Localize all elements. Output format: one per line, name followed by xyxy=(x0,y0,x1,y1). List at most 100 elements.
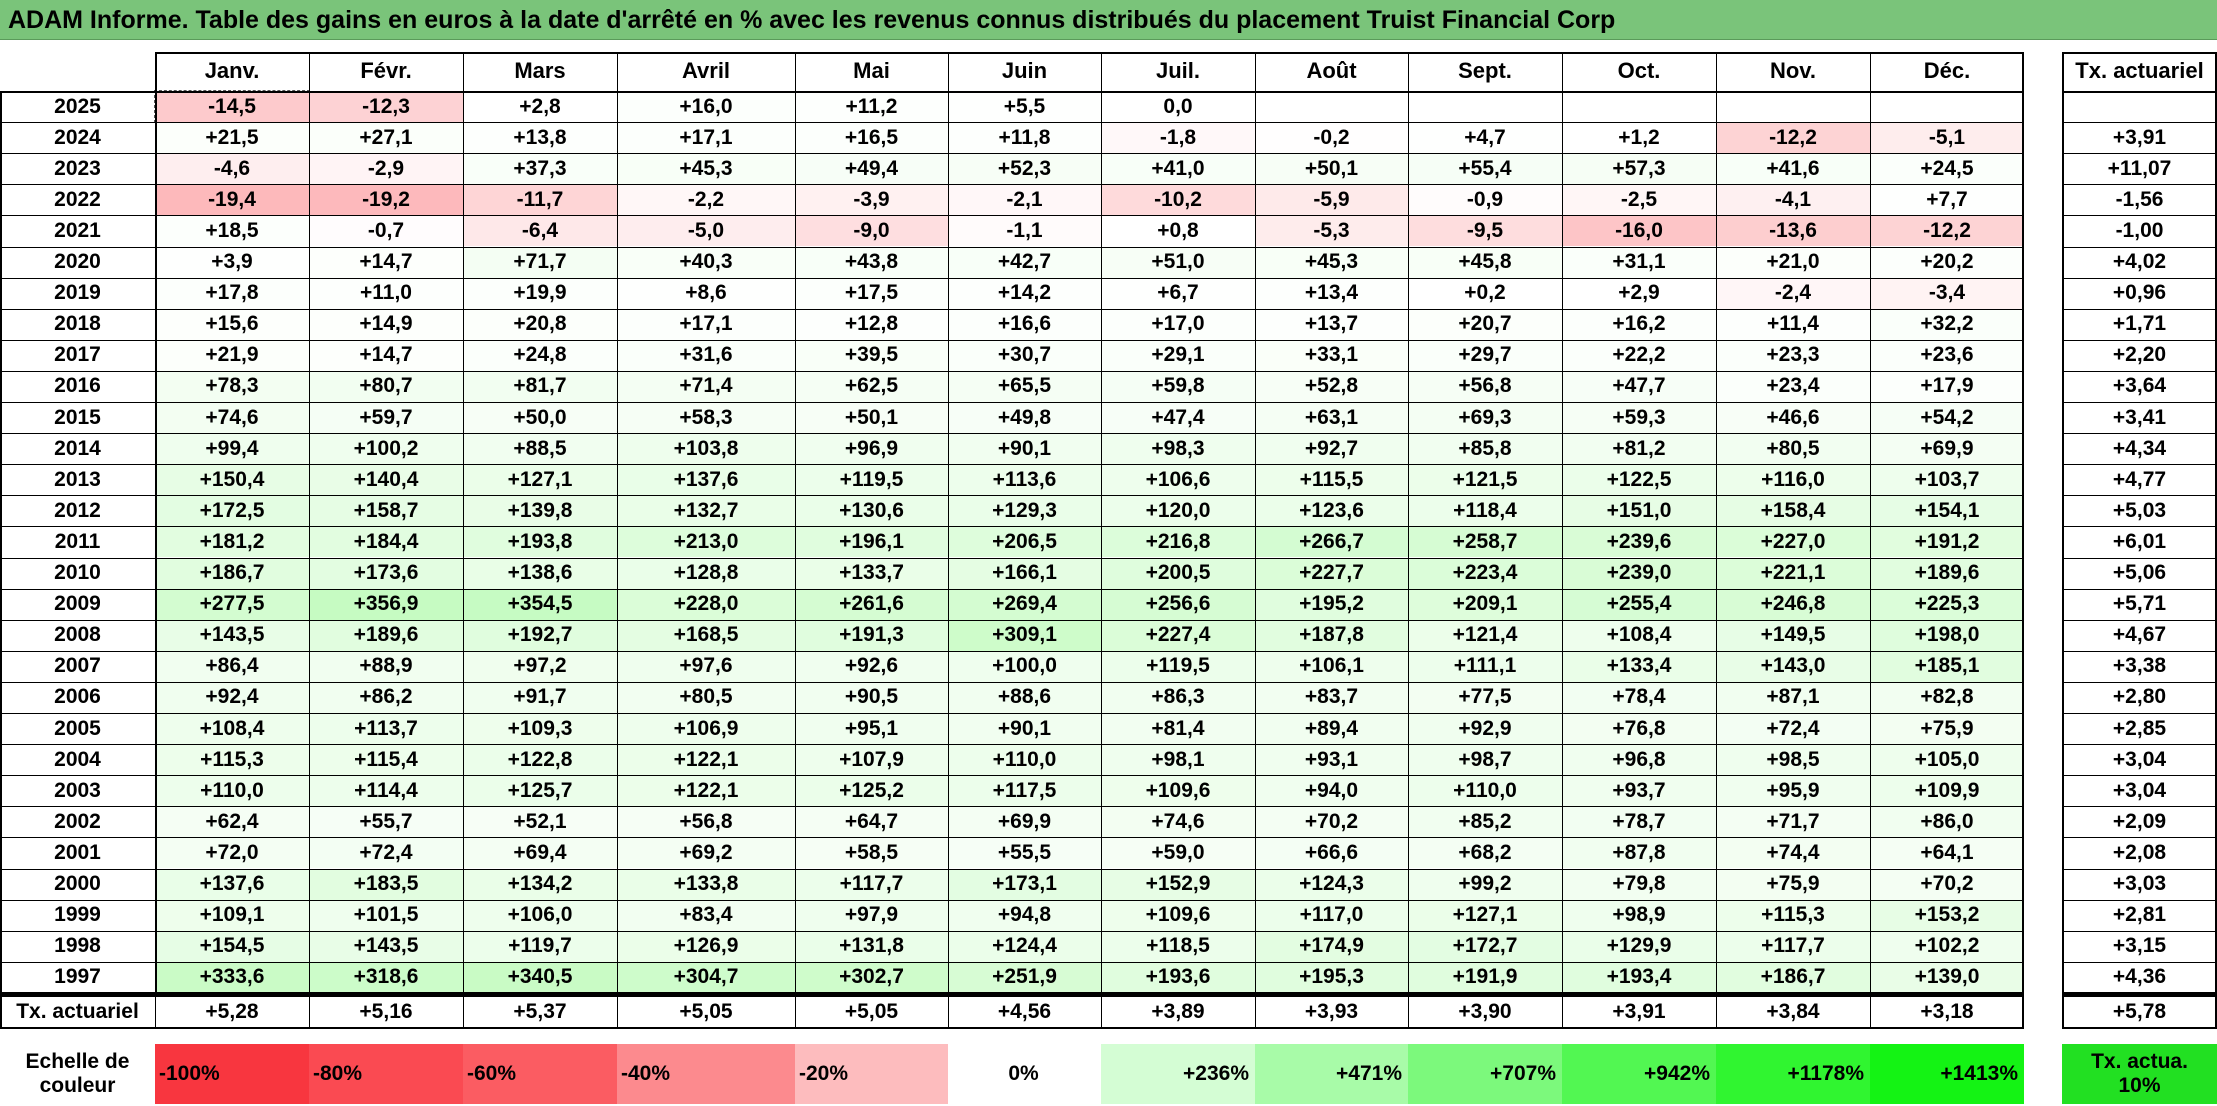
heatmap-cell: +106,9 xyxy=(617,713,795,745)
heatmap-cell: +49,4 xyxy=(795,153,948,185)
heatmap-cell: +45,3 xyxy=(1255,246,1408,278)
heatmap-cell: +13,7 xyxy=(1255,308,1408,340)
heatmap-cell: +78,4 xyxy=(1562,681,1716,713)
heatmap-cell: +58,5 xyxy=(795,837,948,869)
heatmap-cell: +59,0 xyxy=(1101,837,1255,869)
heatmap-cell: +52,1 xyxy=(463,806,617,838)
heatmap-cell: +5,5 xyxy=(948,91,1101,123)
heatmap-cell: +99,4 xyxy=(155,433,309,465)
heatmap-cell: +71,7 xyxy=(1716,806,1870,838)
year-label: 2013 xyxy=(54,467,101,491)
year-label: 2011 xyxy=(54,529,101,553)
heatmap-cell: +96,8 xyxy=(1562,744,1716,776)
heatmap-cell: +45,8 xyxy=(1408,246,1562,278)
heatmap-cell: +158,4 xyxy=(1716,495,1870,527)
heatmap-cell: +134,2 xyxy=(463,868,617,900)
heatmap-cell: +72,4 xyxy=(1716,713,1870,745)
heatmap-cell: -2,5 xyxy=(1562,184,1716,216)
heatmap-cell: +128,8 xyxy=(617,557,795,589)
heatmap-cell: +191,2 xyxy=(1870,526,2024,558)
heatmap-cell: +107,9 xyxy=(795,744,948,776)
heatmap-cell: +124,4 xyxy=(948,930,1101,962)
heatmap-cell: +3,9 xyxy=(155,246,309,278)
heatmap-cell: +116,0 xyxy=(1716,464,1870,496)
heatmap-cell xyxy=(1255,91,1408,123)
annual-rate-cell xyxy=(2062,91,2217,122)
heatmap-cell: +11,8 xyxy=(948,122,1101,154)
heatmap-cell: +193,8 xyxy=(463,526,617,558)
heatmap-cell: +75,9 xyxy=(1716,868,1870,900)
heatmap-cell: +223,4 xyxy=(1408,557,1562,589)
annual-rate-cell: +2,80 xyxy=(2112,685,2167,709)
heatmap-cell: -12,2 xyxy=(1716,122,1870,154)
heatmap-cell: +304,7 xyxy=(617,961,795,993)
heatmap-cell: +66,6 xyxy=(1255,837,1408,869)
heatmap-cell: +92,6 xyxy=(795,650,948,682)
heatmap-cell: +106,6 xyxy=(1101,464,1255,496)
heatmap-cell: +102,2 xyxy=(1870,930,2024,962)
heatmap-cell: +154,1 xyxy=(1870,495,2024,527)
heatmap-cell: +80,5 xyxy=(617,681,795,713)
heatmap-cell: +80,5 xyxy=(1716,433,1870,465)
heatmap-cell: +108,4 xyxy=(155,713,309,745)
heatmap-cell: +17,0 xyxy=(1101,308,1255,340)
heatmap-cell: +21,5 xyxy=(155,122,309,154)
heatmap-cell: +19,9 xyxy=(463,277,617,309)
heatmap-cell: +227,0 xyxy=(1716,526,1870,558)
heatmap-cell: +227,7 xyxy=(1255,557,1408,589)
annual-rate-cell: +3,41 xyxy=(2112,405,2167,429)
heatmap-cell: +189,6 xyxy=(309,619,463,651)
month-header: Nov. xyxy=(1769,58,1817,83)
heatmap-cell: +68,2 xyxy=(1408,837,1562,869)
year-label: 2008 xyxy=(54,623,101,647)
heatmap-cell: +59,8 xyxy=(1101,370,1255,402)
heatmap-cell: +13,4 xyxy=(1255,277,1408,309)
year-label: 2016 xyxy=(54,374,101,398)
heatmap-cell: +117,7 xyxy=(795,868,948,900)
heatmap-cell: +140,4 xyxy=(309,464,463,496)
heatmap-cell: +39,5 xyxy=(795,339,948,371)
heatmap-cell: +17,5 xyxy=(795,277,948,309)
heatmap-cell: +98,1 xyxy=(1101,744,1255,776)
heatmap-cell: +173,1 xyxy=(948,868,1101,900)
heatmap-cell: +46,6 xyxy=(1716,402,1870,434)
color-scale-swatch: +1178% xyxy=(1716,1044,1870,1104)
heatmap-cell: +95,9 xyxy=(1716,775,1870,807)
heatmap-cell: +50,1 xyxy=(1255,153,1408,185)
annual-rate-cell: +4,77 xyxy=(2112,467,2167,491)
annual-rate-cell: +3,03 xyxy=(2112,872,2167,896)
month-header: Oct. xyxy=(1617,58,1661,83)
annual-rate-cell: +3,64 xyxy=(2112,374,2167,398)
heatmap-cell: +110,0 xyxy=(1408,775,1562,807)
heatmap-cell: +258,7 xyxy=(1408,526,1562,558)
heatmap-cell: +52,3 xyxy=(948,153,1101,185)
heatmap-cell: -13,6 xyxy=(1716,215,1870,247)
heatmap-cell: +32,2 xyxy=(1870,308,2024,340)
heatmap-cell: +193,6 xyxy=(1101,961,1255,993)
heatmap-cell: +23,4 xyxy=(1716,370,1870,402)
color-scale-swatch: 0% xyxy=(948,1044,1101,1104)
heatmap-cell: -5,1 xyxy=(1870,122,2024,154)
heatmap-cell: +70,2 xyxy=(1870,868,2024,900)
heatmap-cell: +17,1 xyxy=(617,308,795,340)
heatmap-cell: +95,1 xyxy=(795,713,948,745)
heatmap-cell: +69,9 xyxy=(948,806,1101,838)
heatmap-cell: +8,6 xyxy=(617,277,795,309)
year-label: 2007 xyxy=(54,654,101,678)
heatmap-cell: -2,1 xyxy=(948,184,1101,216)
heatmap-cell: +64,1 xyxy=(1870,837,2024,869)
heatmap-cell: +172,5 xyxy=(155,495,309,527)
heatmap-cell: -1,8 xyxy=(1101,122,1255,154)
heatmap-cell: +69,3 xyxy=(1408,402,1562,434)
annual-rate-cell: +3,15 xyxy=(2112,934,2167,958)
footer-rate-cell: +5,28 xyxy=(205,999,259,1023)
heatmap-cell: +130,6 xyxy=(795,495,948,527)
heatmap-cell: +302,7 xyxy=(795,961,948,993)
heatmap-cell: -14,5 xyxy=(154,89,310,124)
color-scale-swatch: -60% xyxy=(463,1044,617,1104)
heatmap-cell: +113,6 xyxy=(948,464,1101,496)
heatmap-cell: +110,0 xyxy=(155,775,309,807)
year-label: 1997 xyxy=(54,965,101,989)
heatmap-cell: +139,0 xyxy=(1870,961,2024,993)
heatmap-cell: +356,9 xyxy=(309,588,463,620)
